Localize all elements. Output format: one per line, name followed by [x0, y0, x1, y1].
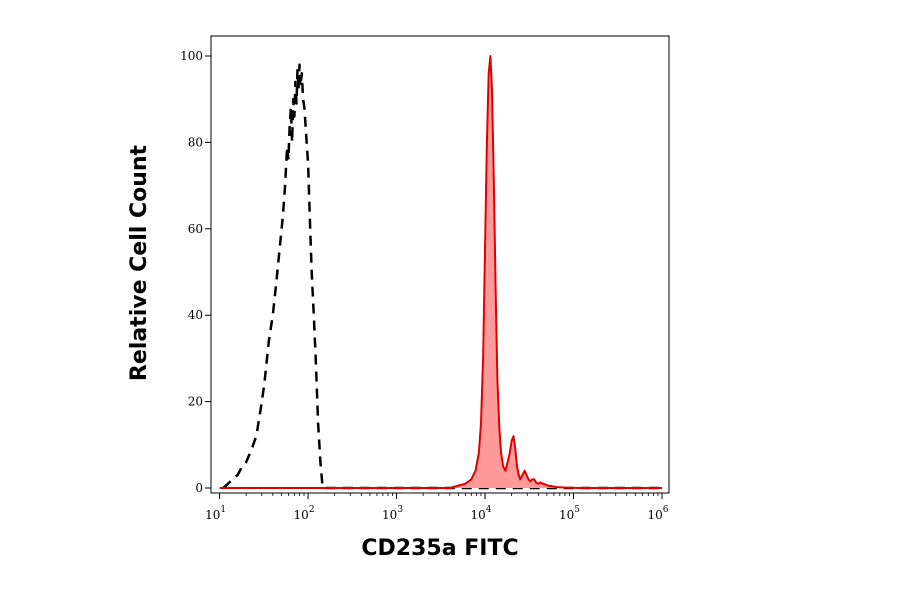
x-axis-ticks: 101 102 103 104 105 106: [205, 493, 669, 522]
y-tick-label: 60: [188, 222, 203, 236]
series-1-line: [219, 55, 662, 489]
plot-frame: [210, 35, 670, 494]
series-0-line: [222, 63, 662, 490]
y-axis-title: Relative Cell Count: [127, 144, 152, 381]
y-tick-label: 80: [188, 135, 203, 149]
series-layer: [219, 55, 662, 490]
x-tick-label: 104: [471, 505, 492, 522]
series-1-area: [219, 56, 662, 488]
x-tick-label: 102: [294, 505, 315, 522]
y-axis-ticks: 0 20 40 60 80 100: [180, 49, 211, 495]
y-tick-label: 20: [188, 395, 203, 409]
x-tick-label: 101: [205, 505, 226, 522]
x-tick-label: 103: [382, 505, 403, 522]
x-tick-label: 106: [647, 505, 668, 522]
x-tick-label: 105: [559, 505, 580, 522]
y-tick-label: 100: [180, 49, 203, 63]
y-tick-label: 0: [195, 481, 203, 495]
x-axis-title: CD235a FITC: [361, 536, 518, 561]
y-tick-label: 40: [188, 308, 203, 322]
